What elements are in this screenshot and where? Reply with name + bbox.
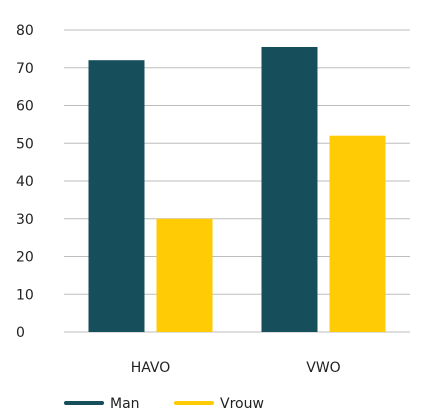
bar-vwo-man bbox=[261, 46, 318, 333]
x-axis-labels: HAVO VWO bbox=[131, 360, 341, 376]
y-tick-label: 30 bbox=[16, 212, 34, 228]
legend-label-man: Man bbox=[110, 396, 140, 412]
bar-havo-man bbox=[88, 60, 145, 332]
y-tick-label: 40 bbox=[16, 174, 34, 190]
legend-label-vrouw: Vrouw bbox=[220, 396, 264, 412]
bars bbox=[88, 46, 386, 333]
x-tick-label: HAVO bbox=[131, 360, 171, 376]
y-tick-label: 10 bbox=[16, 287, 34, 303]
y-tick-label: 20 bbox=[16, 250, 34, 266]
y-tick-label: 60 bbox=[16, 99, 34, 115]
y-axis-ticks: 0 10 20 30 40 50 60 70 80 bbox=[16, 23, 34, 341]
x-tick-label: VWO bbox=[306, 360, 340, 376]
bar-havo-vrouw bbox=[156, 218, 213, 332]
bar-vwo-vrouw bbox=[329, 135, 386, 332]
legend: Man Vrouw bbox=[64, 396, 264, 412]
y-tick-label: 70 bbox=[16, 61, 34, 77]
y-tick-label: 80 bbox=[16, 23, 34, 39]
y-tick-label: 50 bbox=[16, 136, 34, 152]
y-tick-label: 0 bbox=[16, 325, 25, 341]
